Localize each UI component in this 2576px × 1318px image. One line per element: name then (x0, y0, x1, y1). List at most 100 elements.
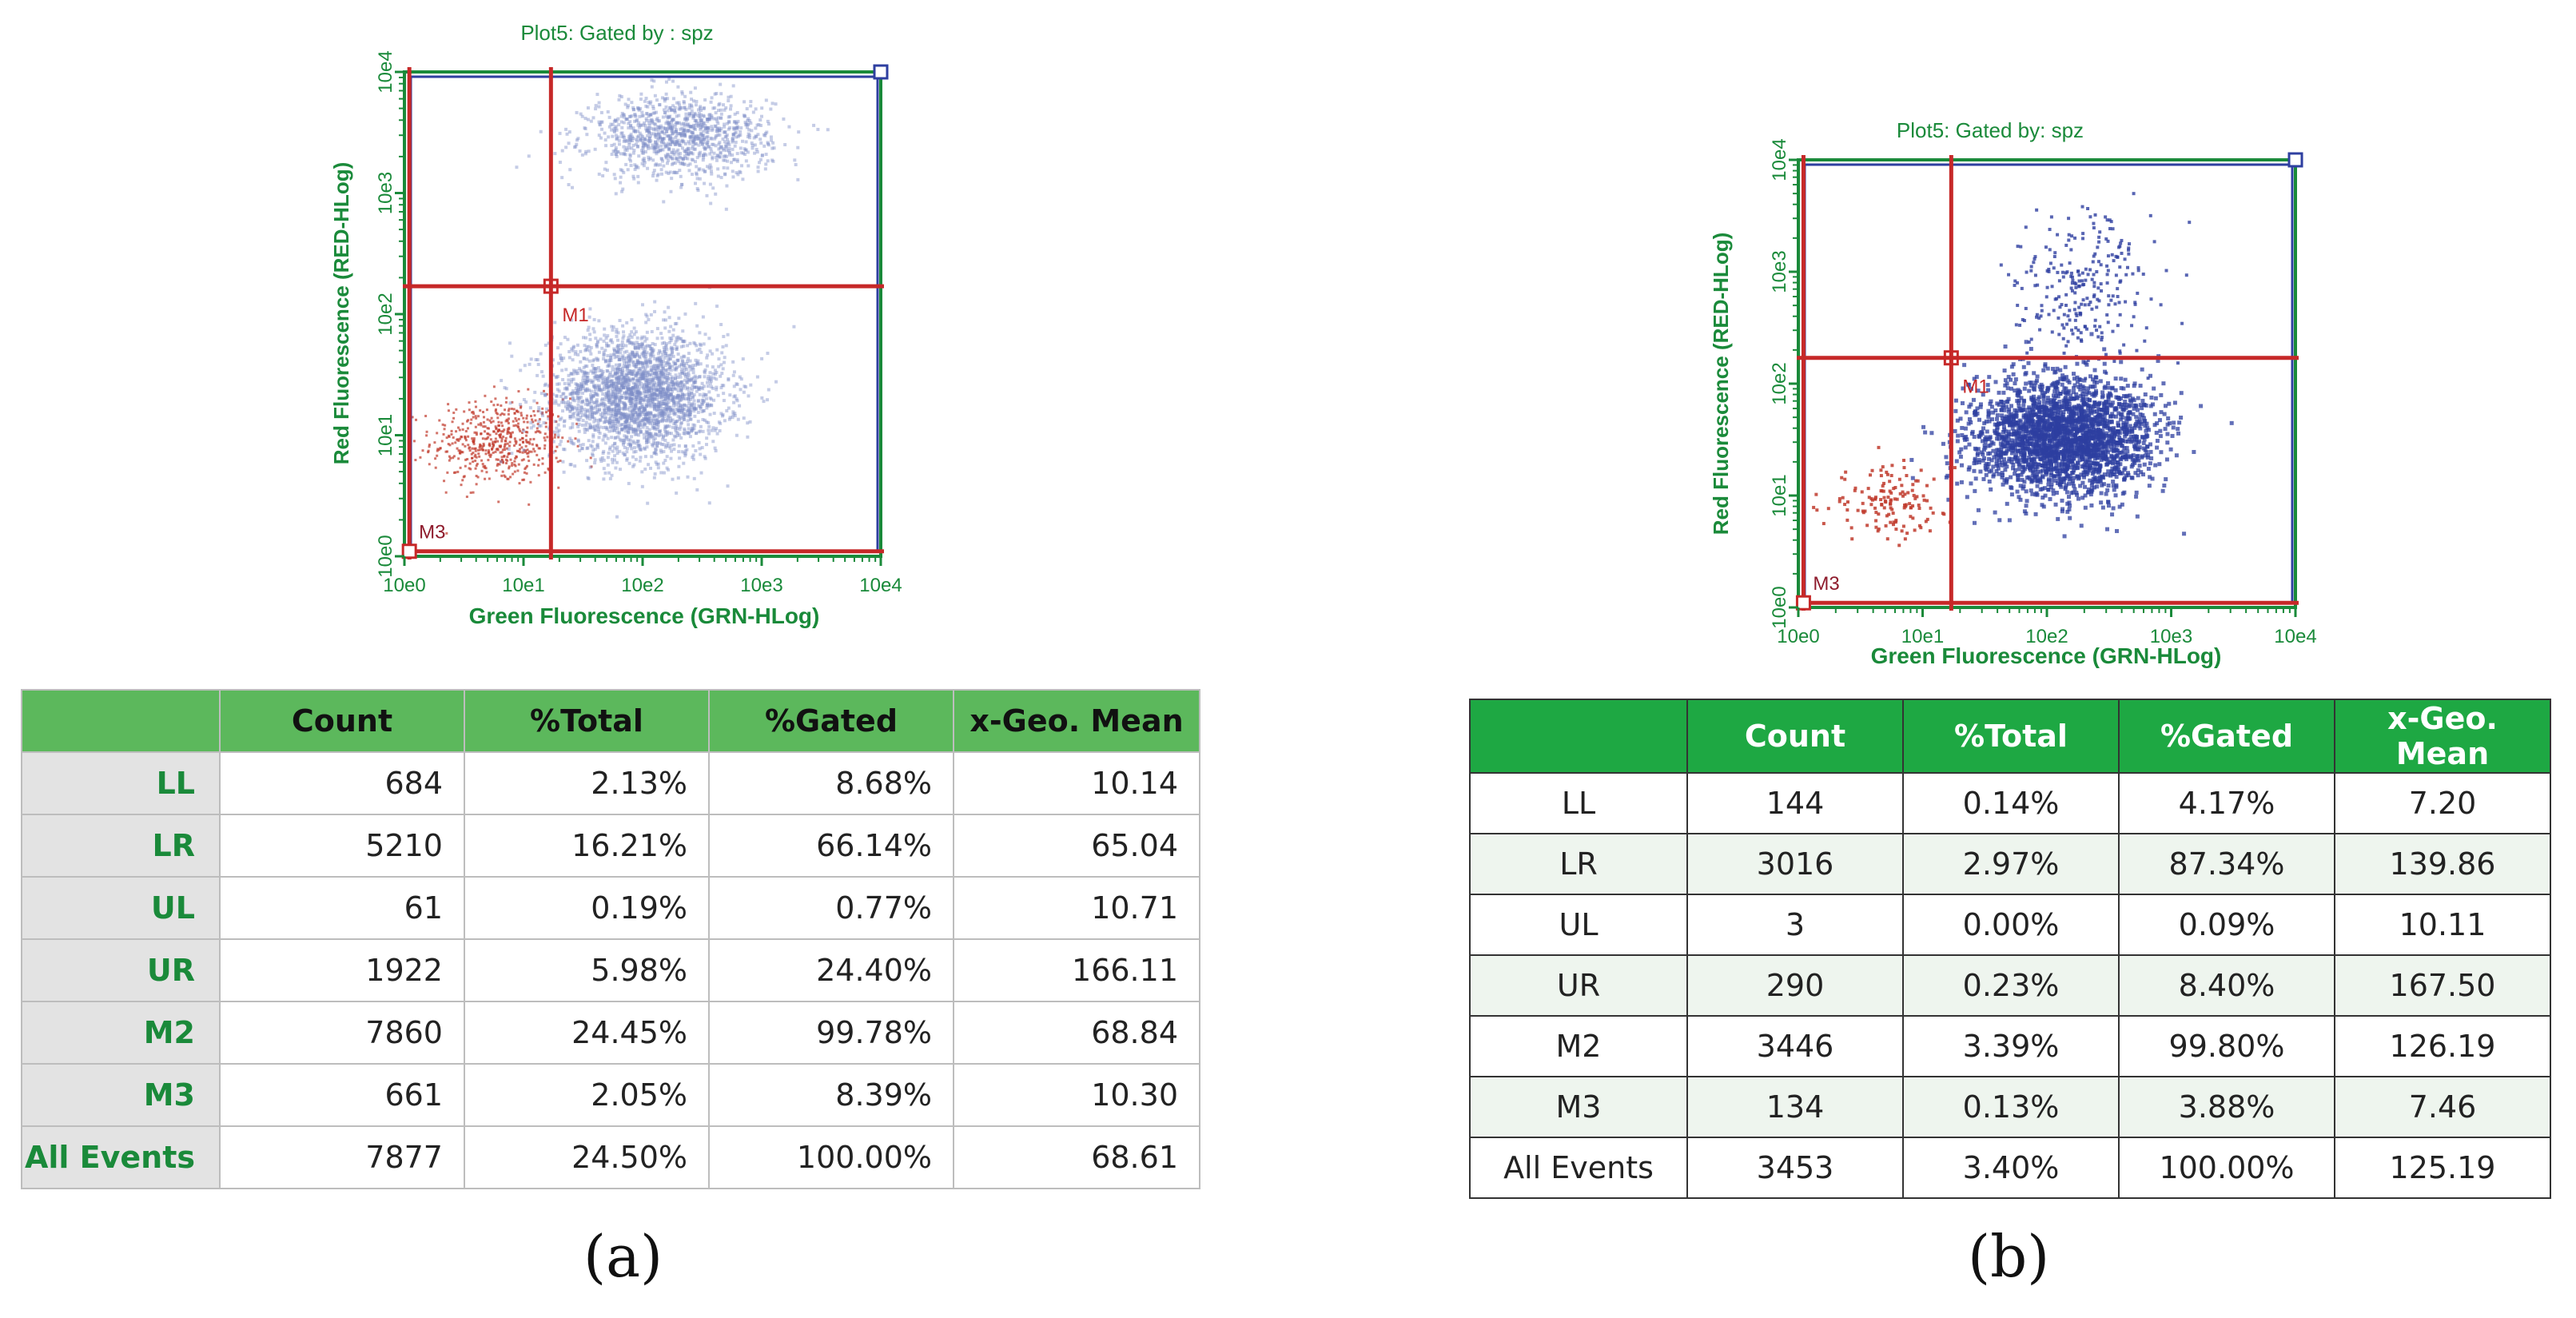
table-row: LL 684 2.13% 8.68% 10.14 (21, 751, 1200, 815)
value-cell: 5.98% (464, 938, 710, 1002)
table-row: M3 134 0.13% 3.88% 7.46 (1469, 1076, 2551, 1138)
value-cell: 661 (219, 1063, 465, 1127)
y-tick-label: 10e3 (1769, 250, 1790, 293)
value-cell: 100.00% (708, 1125, 954, 1189)
row-label-cell: LR (21, 814, 221, 878)
y-tick-label: 10e0 (1769, 586, 1790, 628)
points-layer (1812, 192, 2234, 548)
y-ticks: 10e0 10e1 10e2 10e3 10e4 (375, 50, 404, 578)
table-row: M3 661 2.05% 8.39% 10.30 (21, 1063, 1200, 1127)
m3-label: M3 (419, 522, 445, 544)
value-cell: 144 (1686, 772, 1904, 834)
value-cell: 166.11 (953, 938, 1200, 1002)
table-row: LR 5210 16.21% 66.14% 65.04 (21, 814, 1200, 878)
row-label-cell: UL (1469, 894, 1688, 956)
stats-table-a: Count %Total %Gated x-Geo. Mean LL 684 2.13% 8… (21, 689, 1200, 1189)
y-tick-label: 10e2 (375, 293, 396, 335)
value-cell: 3446 (1686, 1015, 1904, 1077)
plot-title: Plot5: Gated by : spz (520, 21, 713, 45)
x-tick-label: 10e1 (502, 575, 544, 596)
value-cell: 8.39% (708, 1063, 954, 1127)
y-tick-label: 10e0 (375, 535, 396, 577)
x-tick-label: 10e0 (1777, 626, 1819, 647)
row-label-cell: UL (21, 876, 221, 940)
value-cell: 0.09% (2118, 894, 2335, 956)
row-label-cell: M3 (21, 1063, 221, 1127)
header-blank-cell (1469, 699, 1688, 774)
value-cell: 290 (1686, 954, 1904, 1017)
y-tick-label: 10e4 (1769, 138, 1790, 181)
value-cell: 68.84 (953, 1001, 1200, 1065)
y-tick-label: 10e1 (375, 414, 396, 456)
header-cell: %Total (1902, 699, 2120, 774)
x-tick-label: 10e2 (621, 575, 663, 596)
value-cell: 3.88% (2118, 1076, 2335, 1138)
value-cell: 3 (1686, 894, 1904, 956)
header-cell: %Total (464, 689, 710, 753)
m1-label: M1 (562, 305, 588, 326)
m3-handle (401, 544, 417, 559)
value-cell: 2.97% (1902, 833, 2120, 895)
value-cell: 2.05% (464, 1063, 710, 1127)
header-cell: Count (1686, 699, 1904, 774)
table-body: LL 684 2.13% 8.68% 10.14 LR 5210 16.21% 66.14% 65… (21, 751, 1200, 1189)
row-label-cell: LR (1469, 833, 1688, 895)
table-header-row: Count %Total %Gated x-Geo. Mean (1469, 699, 2551, 774)
table-row: All Events 7877 24.50% 100.00% 68.61 (21, 1125, 1200, 1189)
row-label-cell: All Events (21, 1125, 221, 1189)
value-cell: 8.68% (708, 751, 954, 815)
value-cell: 3016 (1686, 833, 1904, 895)
y-tick-label: 10e4 (375, 50, 396, 93)
value-cell: 0.19% (464, 876, 710, 940)
row-label-cell: UR (1469, 954, 1688, 1017)
table-row: M2 7860 24.45% 99.78% 68.84 (21, 1001, 1200, 1065)
plot-a: Plot5: Gated by : spz M1 M3 10e0 10e1 10e2 1… (329, 21, 902, 628)
table-header-row: Count %Total %Gated x-Geo. Mean (21, 689, 1200, 753)
y-tick-label: 10e1 (1769, 474, 1790, 516)
stats-table-b: Count %Total %Gated x-Geo. Mean LL 144 0.14% 4… (1469, 699, 2551, 1199)
value-cell: 7860 (219, 1001, 465, 1065)
value-cell: 5210 (219, 814, 465, 878)
table-row: UL 3 0.00% 0.09% 10.11 (1469, 894, 2551, 956)
table-row: M2 3446 3.39% 99.80% 126.19 (1469, 1015, 2551, 1077)
value-cell: 10.71 (953, 876, 1200, 940)
value-cell: 16.21% (464, 814, 710, 878)
value-cell: 10.11 (2334, 894, 2551, 956)
value-cell: 167.50 (2334, 954, 2551, 1017)
cluster-ll (1812, 445, 1957, 548)
x-axis-label: Green Fluorescence (GRN-HLog) (1871, 643, 2222, 668)
value-cell: 66.14% (708, 814, 954, 878)
value-cell: 99.80% (2118, 1015, 2335, 1077)
header-cell: %Gated (708, 689, 954, 753)
corner-handle (873, 64, 889, 80)
cluster-lr (499, 285, 796, 519)
row-label-cell: M2 (21, 1001, 221, 1065)
value-cell: 2.13% (464, 751, 710, 815)
header-cell: Count (219, 689, 465, 753)
row-label-cell: All Events (1469, 1137, 1688, 1199)
value-cell: 4.17% (2118, 772, 2335, 834)
table-row: LL 144 0.14% 4.17% 7.20 (1469, 772, 2551, 834)
table-row: UR 1922 5.98% 24.40% 166.11 (21, 938, 1200, 1002)
cluster-ur (1999, 192, 2192, 395)
caption-a: (a) (583, 1223, 663, 1290)
cluster-ur (515, 78, 830, 211)
x-tick-label: 10e2 (2025, 626, 2068, 647)
y-tick-label: 10e2 (1769, 362, 1790, 404)
row-label-cell: LL (21, 751, 221, 815)
value-cell: 24.50% (464, 1125, 710, 1189)
value-cell: 0.13% (1902, 1076, 2120, 1138)
y-ticks: 10e0 10e1 10e2 10e3 10e4 (1769, 138, 1798, 629)
caption-b: (b) (1968, 1223, 2050, 1290)
table-row: UL 61 0.19% 0.77% 10.71 (21, 876, 1200, 940)
value-cell: 61 (219, 876, 465, 940)
points-layer (411, 78, 830, 535)
x-tick-label: 10e4 (2274, 626, 2316, 647)
x-tick-label: 10e4 (859, 575, 902, 596)
header-cell: %Gated (2118, 699, 2335, 774)
value-cell: 8.40% (2118, 954, 2335, 1017)
value-cell: 125.19 (2334, 1137, 2551, 1199)
value-cell: 0.14% (1902, 772, 2120, 834)
plot-frame-green (1797, 158, 2297, 609)
